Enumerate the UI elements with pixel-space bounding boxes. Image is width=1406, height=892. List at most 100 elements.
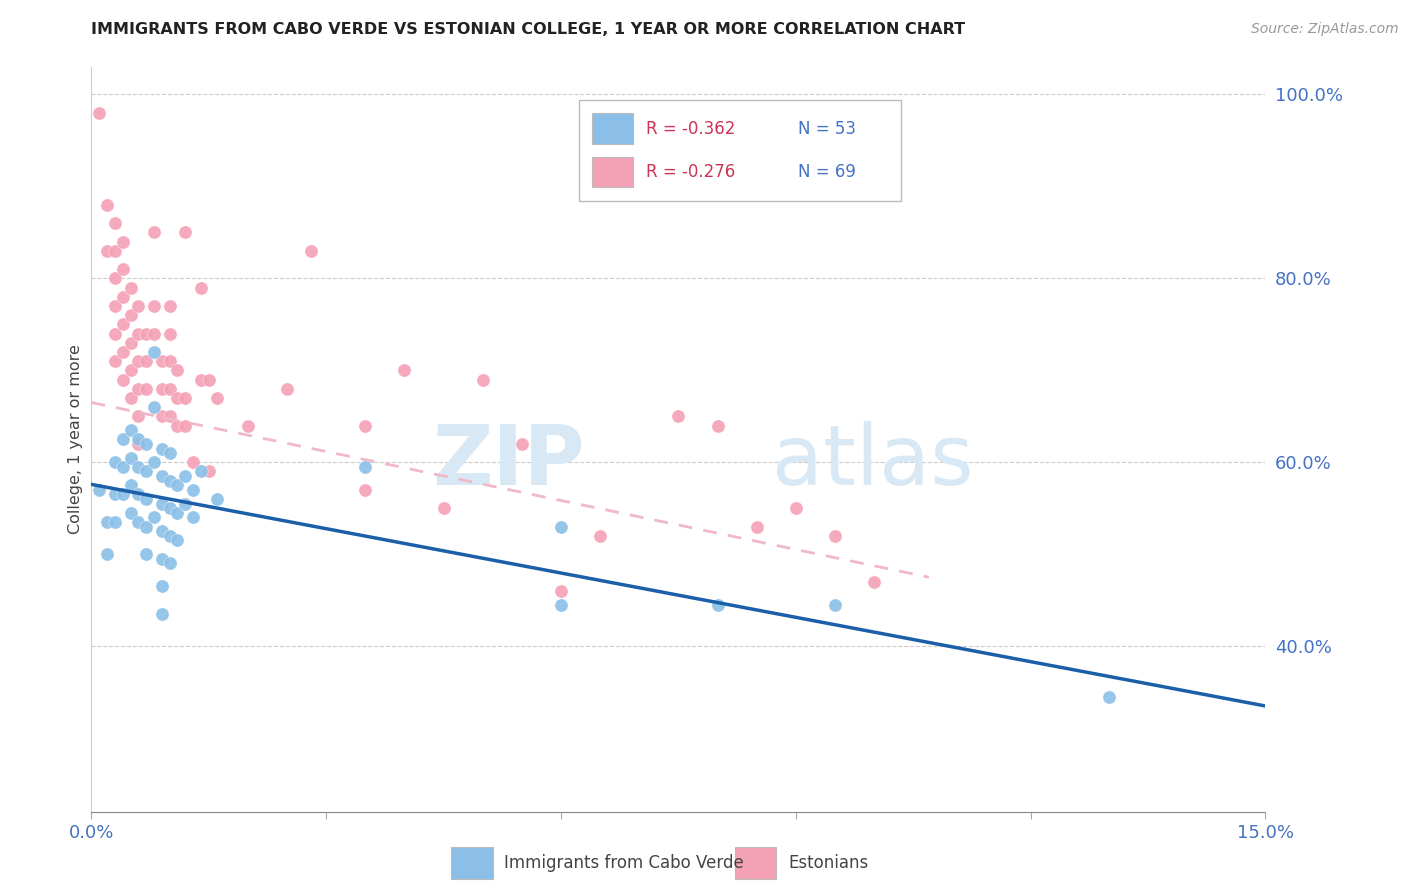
Point	[550, 519, 572, 533]
Point	[174, 497, 197, 511]
Point	[550, 584, 572, 599]
Point	[166, 478, 188, 492]
Point	[745, 519, 768, 533]
Point	[127, 326, 149, 341]
Point	[104, 487, 127, 501]
Text: Immigrants from Cabo Verde: Immigrants from Cabo Verde	[505, 854, 744, 872]
Point	[127, 433, 149, 447]
Bar	[735, 847, 776, 879]
Point	[89, 106, 111, 120]
Point	[135, 519, 157, 533]
Point	[104, 299, 127, 313]
Point	[104, 354, 127, 368]
Point	[706, 418, 728, 433]
Text: atlas: atlas	[772, 421, 974, 502]
Point	[120, 308, 142, 322]
Point	[159, 446, 181, 460]
Point	[174, 226, 197, 240]
Point	[135, 492, 157, 507]
Point	[174, 469, 197, 483]
Bar	[451, 847, 492, 879]
Point	[471, 372, 494, 386]
Point	[111, 345, 134, 359]
Point	[824, 529, 846, 543]
Point	[159, 409, 181, 424]
Text: R = -0.362: R = -0.362	[647, 120, 735, 137]
Point	[143, 226, 166, 240]
Text: N = 53: N = 53	[799, 120, 856, 137]
Point	[190, 280, 212, 294]
Point	[111, 262, 134, 277]
Point	[205, 492, 228, 507]
FancyBboxPatch shape	[579, 101, 901, 201]
Point	[197, 465, 219, 479]
Text: R = -0.276: R = -0.276	[647, 163, 735, 181]
Point	[863, 574, 886, 589]
Point	[150, 469, 173, 483]
Point	[824, 598, 846, 612]
Point	[354, 483, 377, 497]
Point	[127, 487, 149, 501]
Point	[181, 455, 204, 469]
Point	[104, 244, 127, 258]
Point	[135, 547, 157, 561]
Point	[127, 354, 149, 368]
Point	[127, 382, 149, 396]
Point	[127, 437, 149, 451]
Point	[150, 524, 173, 539]
Point	[785, 501, 807, 516]
Point	[120, 335, 142, 350]
Point	[276, 382, 298, 396]
Point	[159, 354, 181, 368]
Point	[197, 372, 219, 386]
Point	[96, 198, 118, 212]
Point	[150, 354, 173, 368]
Bar	[592, 113, 634, 144]
Point	[159, 501, 181, 516]
Point	[111, 372, 134, 386]
Point	[127, 459, 149, 474]
Text: ZIP: ZIP	[432, 421, 585, 502]
Point	[190, 372, 212, 386]
Point	[166, 506, 188, 520]
Point	[120, 506, 142, 520]
Point	[111, 290, 134, 304]
Point	[111, 433, 134, 447]
Point	[135, 465, 157, 479]
Point	[135, 354, 157, 368]
Point	[150, 579, 173, 593]
Point	[120, 450, 142, 465]
Point	[135, 326, 157, 341]
Point	[96, 515, 118, 529]
Bar	[592, 157, 634, 187]
Y-axis label: College, 1 year or more: College, 1 year or more	[67, 344, 83, 534]
Text: N = 69: N = 69	[799, 163, 856, 181]
Point	[104, 326, 127, 341]
Point	[159, 557, 181, 571]
Point	[205, 391, 228, 405]
Point	[96, 244, 118, 258]
Point	[89, 483, 111, 497]
Point	[299, 244, 322, 258]
Point	[236, 418, 259, 433]
Point	[111, 487, 134, 501]
Point	[354, 418, 377, 433]
Point	[150, 497, 173, 511]
Point	[589, 529, 612, 543]
Point	[150, 607, 173, 621]
Point	[166, 363, 188, 377]
Point	[135, 382, 157, 396]
Text: Source: ZipAtlas.com: Source: ZipAtlas.com	[1251, 22, 1399, 37]
Point	[159, 326, 181, 341]
Point	[120, 363, 142, 377]
Point	[159, 299, 181, 313]
Point	[666, 409, 689, 424]
Point	[120, 280, 142, 294]
Point	[432, 501, 454, 516]
Point	[111, 318, 134, 332]
Point	[127, 409, 149, 424]
Point	[143, 455, 166, 469]
Text: IMMIGRANTS FROM CABO VERDE VS ESTONIAN COLLEGE, 1 YEAR OR MORE CORRELATION CHART: IMMIGRANTS FROM CABO VERDE VS ESTONIAN C…	[91, 22, 966, 37]
Point	[706, 598, 728, 612]
Point	[159, 474, 181, 488]
